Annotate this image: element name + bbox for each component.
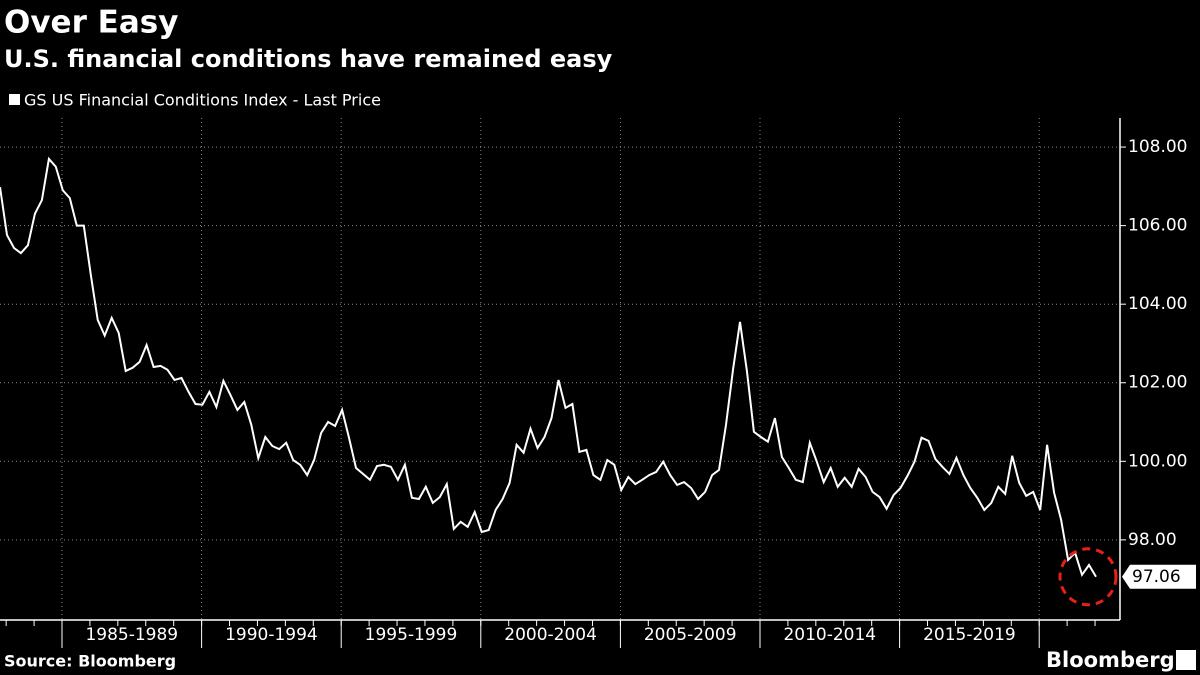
legend-swatch [9, 94, 20, 105]
last-value-pointer [1122, 564, 1196, 589]
x-tick-label: 1995-1999 [365, 625, 458, 645]
chart-title: Over Easy [4, 5, 178, 41]
x-tick-label: 1990-1994 [225, 625, 318, 645]
y-tick-label: 98.00 [1128, 530, 1177, 550]
data-line [0, 156, 1097, 578]
y-tick-label: 100.00 [1128, 451, 1187, 471]
x-tick-label: 2000-2004 [504, 625, 597, 645]
x-tick-label: 2005-2009 [644, 625, 737, 645]
source: Source: Bloomberg [4, 652, 176, 671]
x-tick-label: 1985-1989 [85, 625, 178, 645]
y-tick-label: 104.00 [1128, 294, 1187, 314]
y-tick-label: 108.00 [1128, 137, 1187, 157]
y-tick-label: 102.00 [1128, 373, 1187, 393]
x-tick-label: 2010-2014 [783, 625, 876, 645]
y-tick-label: 106.00 [1128, 216, 1187, 236]
x-tick-label: 2015-2019 [923, 625, 1016, 645]
chart-subtitle: U.S. financial conditions have remained … [4, 45, 613, 73]
brand-icon [1176, 650, 1196, 670]
legend-label: GS US Financial Conditions Index - Last … [24, 91, 381, 110]
last-value-label: 97.06 [1132, 567, 1181, 587]
brand: Bloomberg [1046, 648, 1175, 672]
highlight-circle [1058, 547, 1118, 607]
